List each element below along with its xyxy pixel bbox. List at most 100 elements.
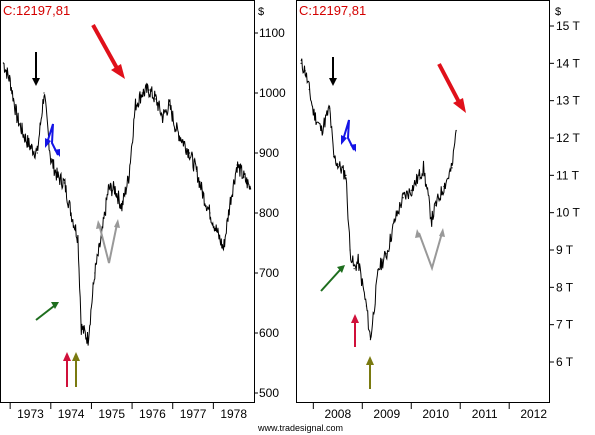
price-line <box>3 62 252 346</box>
x-tick-label: 1973 <box>17 407 44 421</box>
price-point <box>410 189 412 191</box>
price-point <box>107 188 109 190</box>
price-point <box>378 268 380 270</box>
price-point <box>141 92 143 94</box>
x-tick-label: 1977 <box>180 407 207 421</box>
x-tick-label: 1974 <box>58 407 85 421</box>
price-point <box>2 62 4 64</box>
price-point <box>23 134 25 136</box>
price-point <box>202 194 204 196</box>
price-point <box>63 182 65 184</box>
left-y-axis: 1100 1000 900 800 700 600 500 <box>254 26 286 400</box>
price-point <box>333 156 335 158</box>
black-arrow-annotation <box>32 52 40 86</box>
price-point <box>94 272 96 274</box>
price-point <box>451 167 453 169</box>
price-point <box>308 88 310 91</box>
right-x-axis: 2008 2009 2010 2011 2012 <box>312 402 547 421</box>
price-point <box>70 212 72 214</box>
x-tick-label: 1978 <box>220 407 247 421</box>
price-point <box>114 188 116 190</box>
y-tick-label: 11 T <box>556 168 580 182</box>
y-tick-label: 900 <box>259 146 279 160</box>
price-point <box>329 107 331 109</box>
price-point <box>229 200 231 202</box>
red-arrow-annotation <box>437 63 466 113</box>
price-point <box>209 212 211 214</box>
y-tick-label: 15 T <box>556 19 580 33</box>
price-point <box>161 116 164 118</box>
left-chart-panel: C:12197,81 $ 1100 1000 900 800 700 600 500 197… <box>0 0 286 421</box>
y-tick-label: 1100 <box>259 26 285 40</box>
y-tick-label: 500 <box>259 386 279 400</box>
right-chart-panel: C:12197,81 $ 15 T 14 T 13 T 12 T 11 T 10 T 9 T… <box>296 0 580 421</box>
x-tick-label: 2011 <box>472 407 498 421</box>
price-point <box>369 339 372 341</box>
y-tick-label: 700 <box>259 266 279 280</box>
price-point <box>304 70 306 72</box>
price-point <box>182 140 184 142</box>
y-tick-label: 14 T <box>556 56 580 70</box>
right-price-label: C:12197,81 <box>299 3 366 18</box>
price-point <box>365 305 367 307</box>
x-tick-label: 2010 <box>422 407 449 421</box>
price-point <box>222 248 225 250</box>
right-price-series <box>300 58 457 341</box>
price-point <box>189 152 191 154</box>
y-tick-label: 7 T <box>556 318 574 332</box>
price-point <box>50 158 52 160</box>
right-annotations <box>320 57 466 389</box>
price-point <box>56 176 59 178</box>
price-point <box>435 204 437 206</box>
price-point <box>148 89 150 91</box>
price-point <box>357 260 359 262</box>
price-point <box>128 176 130 178</box>
left-price-label: C:12197,81 <box>3 3 70 18</box>
price-point <box>134 104 137 106</box>
price-point <box>386 253 388 255</box>
price-point <box>300 62 302 64</box>
left-x-axis: 1973 1974 1975 1976 1977 1978 <box>9 402 247 421</box>
y-tick-label: 9 T <box>556 243 574 257</box>
olive-arrow-annotation <box>72 352 80 387</box>
left-annotations <box>32 24 125 387</box>
price-point <box>243 176 245 178</box>
right-y-axis: 15 T 14 T 13 T 12 T 11 T 10 T 9 T 8 T 7 T 6 T <box>550 19 580 369</box>
price-point <box>43 92 45 94</box>
price-point <box>77 236 79 238</box>
price-point <box>216 230 218 232</box>
blue-arrow-annotation <box>45 123 60 157</box>
y-tick-label: 8 T <box>556 280 574 294</box>
left-unit-label: $ <box>258 6 264 18</box>
green-arrow-annotation <box>320 265 345 292</box>
y-tick-label: 10 T <box>556 206 580 220</box>
price-point <box>418 174 421 176</box>
price-point <box>87 338 89 340</box>
red-arrow-annotation <box>91 24 125 79</box>
price-point <box>16 116 18 118</box>
price-point <box>9 80 11 82</box>
price-point <box>175 128 177 130</box>
price-point <box>250 188 252 190</box>
green-arrow-annotation <box>35 302 59 321</box>
x-tick-label: 2012 <box>520 407 547 421</box>
price-point <box>443 185 445 188</box>
price-point <box>80 326 82 328</box>
price-point <box>195 170 198 172</box>
price-point <box>29 146 32 148</box>
right-unit-label: $ <box>555 6 561 18</box>
y-tick-label: 6 T <box>556 355 574 369</box>
price-point <box>402 197 404 199</box>
left-plot-frame <box>0 0 255 403</box>
source-credit: www.tradesignal.com <box>257 423 343 433</box>
price-point <box>320 129 323 132</box>
price-point <box>422 167 425 169</box>
price-point <box>168 104 170 106</box>
price-point <box>236 164 238 166</box>
crimson-arrow-annotation <box>63 352 71 387</box>
price-point <box>349 249 351 251</box>
price-point <box>394 219 396 221</box>
y-tick-label: 600 <box>259 326 279 340</box>
x-tick-label: 2008 <box>324 407 351 421</box>
